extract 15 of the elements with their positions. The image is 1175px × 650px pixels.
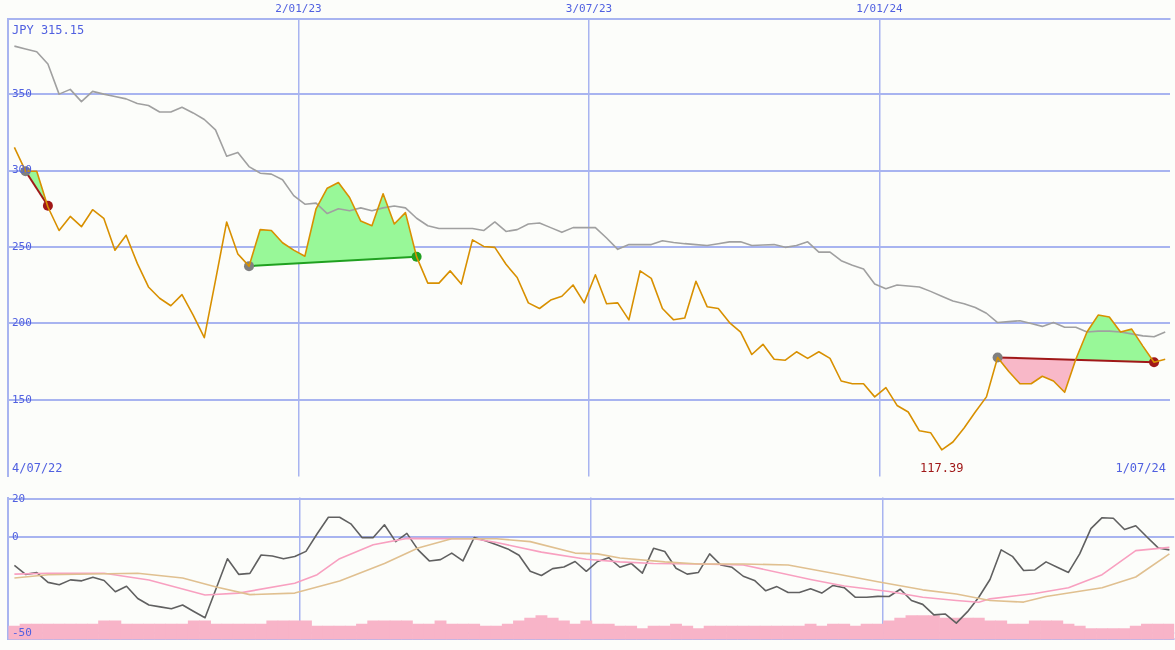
annotation: JPY 315.15 [12, 23, 85, 38]
x-tick-label: 1/01/24 [856, 2, 904, 16]
x-tick-label: 2/01/23 [275, 2, 322, 16]
annotation: 117.39 [920, 460, 964, 475]
y-tick-label: 0 [12, 529, 19, 543]
y-tick-label: 300 [12, 163, 32, 177]
annotation: 1/07/24 [1115, 460, 1166, 475]
y-tick-label: 350 [12, 86, 32, 100]
y-tick-label: 150 [12, 392, 32, 406]
y-tick-label: 20 [12, 491, 26, 505]
y-tick-label: 200 [12, 316, 32, 330]
y-tick-label: 250 [12, 239, 32, 253]
y-tick-label: -50 [12, 625, 32, 639]
x-tick-label: 3/07/23 [565, 2, 613, 16]
annotation: 4/07/22 [12, 460, 63, 475]
